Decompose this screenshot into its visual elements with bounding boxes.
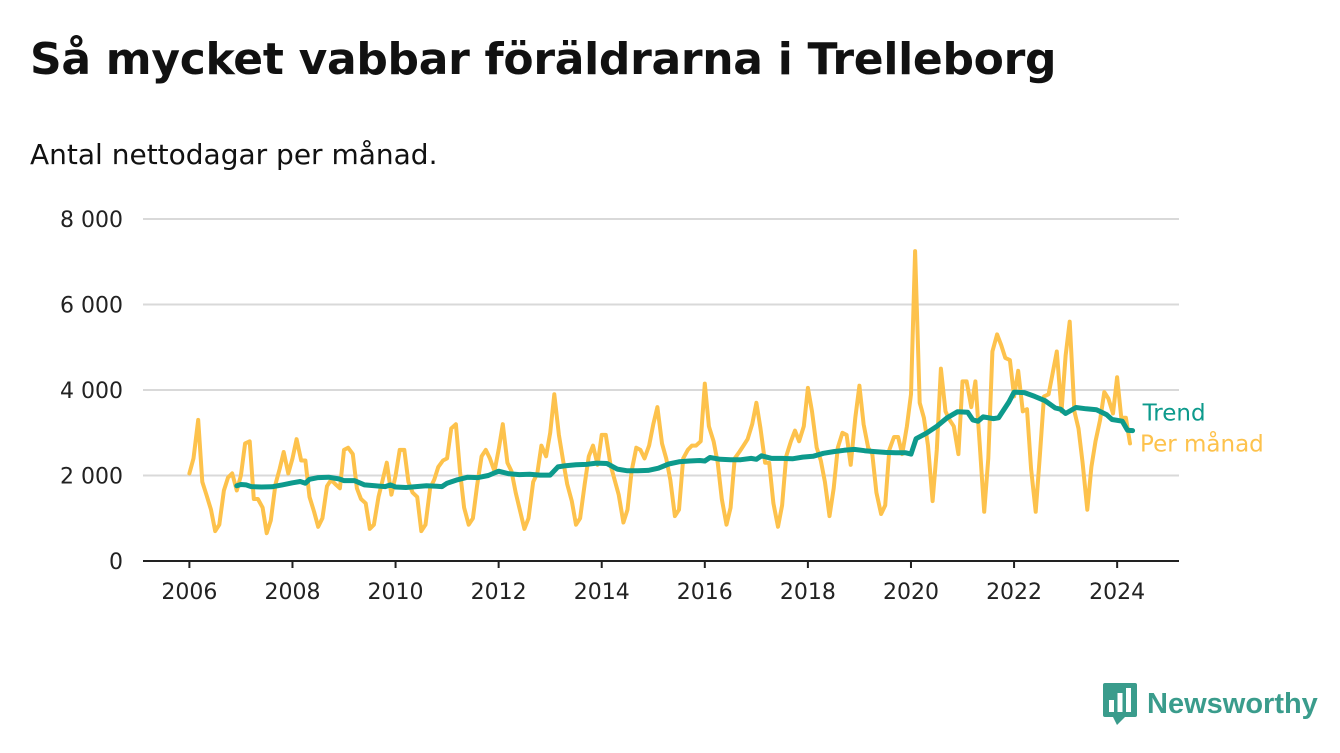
monthly-line — [187, 249, 1132, 536]
x-tick-label: 2020 — [883, 580, 939, 605]
bar-chart-speech-icon — [1103, 683, 1137, 725]
y-tick-label: 0 — [109, 550, 123, 575]
trend-series-label: Trend — [1142, 401, 1206, 427]
newsworthy-logo: Newsworthy — [1103, 683, 1318, 725]
y-tick-label: 8 000 — [60, 208, 123, 233]
x-tick-label: 2008 — [264, 580, 320, 605]
trend-line — [234, 389, 1136, 490]
chart-title: Så mycket vabbar föräldrarna i Trellebor… — [30, 34, 1057, 85]
y-tick-label: 2 000 — [60, 465, 123, 490]
x-tick-label: 2018 — [780, 580, 836, 605]
monthly-series-label: Per månad — [1140, 429, 1264, 457]
chart-subtitle: Antal nettodagar per månad. — [30, 138, 438, 171]
x-tick-label: 2016 — [677, 580, 733, 605]
brand-name: Newsworthy — [1147, 687, 1318, 720]
x-tick-label: 2006 — [161, 580, 217, 605]
y-tick-label: 4 000 — [60, 379, 123, 404]
x-tick-label: 2022 — [986, 580, 1042, 605]
y-tick-label: 6 000 — [60, 294, 123, 319]
x-tick-label: 2010 — [368, 580, 424, 605]
x-tick-label: 2012 — [471, 580, 527, 605]
x-tick-label: 2024 — [1089, 580, 1145, 605]
x-tick-label: 2014 — [574, 580, 630, 605]
